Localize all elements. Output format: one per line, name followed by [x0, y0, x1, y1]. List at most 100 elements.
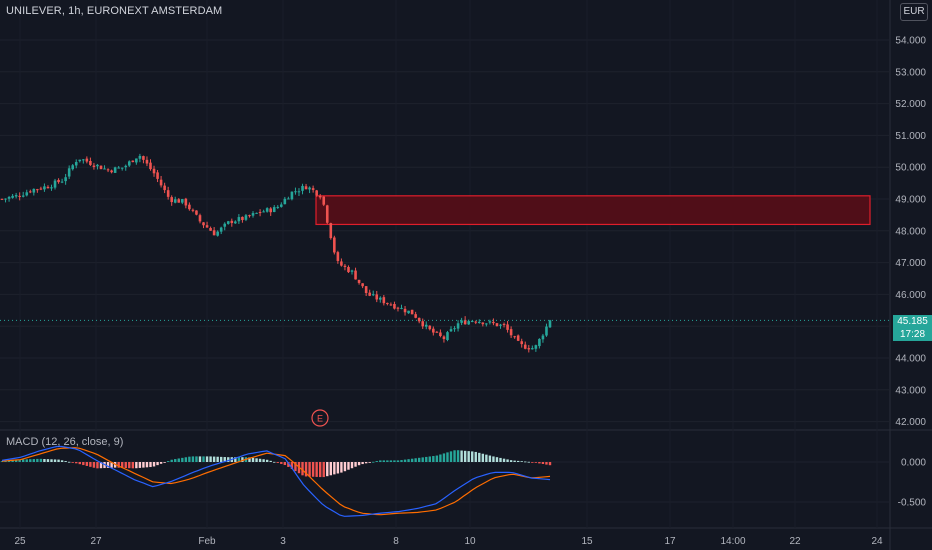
candle-body [241, 216, 244, 221]
macd-histogram-bar [545, 462, 548, 465]
macd-histogram-bar [343, 462, 347, 472]
macd-histogram-bar [311, 462, 315, 477]
macd-histogram-bar [516, 460, 520, 462]
y-tick-label: 50.000 [895, 163, 926, 174]
candle-body [311, 188, 315, 190]
candle-body [78, 159, 82, 162]
candle-body [432, 328, 435, 333]
candle-body [195, 210, 198, 215]
candle-body [502, 323, 506, 325]
macd-histogram-bar [509, 460, 513, 462]
macd-histogram-bar [67, 461, 71, 463]
x-tick-label: Feb [198, 536, 216, 547]
candle-body [173, 199, 177, 203]
macd-histogram-bar [432, 456, 435, 462]
macd-histogram-bar [184, 457, 188, 462]
candle-body [407, 310, 410, 314]
candle-body [520, 341, 524, 345]
x-tick-label: 25 [14, 536, 26, 547]
candle-body [516, 335, 520, 341]
candle-body [50, 187, 53, 189]
macd-histogram-bar [541, 462, 545, 465]
macd-histogram-bar [85, 462, 89, 466]
candle-body [414, 314, 417, 318]
x-tick-label: 15 [581, 536, 593, 547]
macd-histogram-bar [25, 459, 28, 462]
macd-histogram-bar [386, 460, 389, 462]
macd-histogram-bar [36, 458, 39, 462]
currency-button[interactable]: EUR [900, 3, 928, 21]
candle-body [177, 199, 181, 203]
macd-histogram-bar [340, 462, 343, 473]
macd-histogram-bar [318, 462, 322, 478]
candle-body [492, 321, 495, 324]
candle-body [538, 338, 541, 347]
candle-body [439, 332, 442, 337]
candle-body [485, 323, 488, 325]
candle-body [74, 162, 78, 166]
macd-histogram-bar [22, 459, 25, 462]
candle-body [318, 195, 322, 198]
candle-body [103, 168, 106, 170]
macd-histogram-bar [212, 456, 216, 462]
macd-histogram-bar [333, 462, 336, 475]
candle-body [357, 279, 361, 283]
candle-body [467, 321, 470, 325]
candle-body [488, 321, 492, 323]
candle-body [389, 304, 393, 306]
macd-histogram-bar [195, 456, 198, 462]
macd-histogram-bar [499, 457, 502, 462]
macd-histogram-bar [467, 451, 470, 462]
candle-body [308, 187, 311, 190]
macd-indicator-label[interactable]: MACD (12, 26, close, 9) [6, 436, 124, 448]
candle-body [442, 336, 446, 340]
earnings-marker [311, 409, 329, 427]
macd-histogram-bar [39, 458, 43, 462]
macd-histogram-bar [488, 455, 492, 462]
macd-histogram-bar [170, 459, 173, 462]
macd-histogram-bar [425, 456, 428, 462]
candle-body [89, 161, 92, 165]
macd-histogram-bar [485, 454, 488, 462]
candle-body [4, 198, 7, 200]
y-tick-label: 43.000 [895, 385, 926, 396]
candle-body [276, 206, 280, 208]
macd-histogram-bar [527, 461, 530, 463]
candle-body [53, 180, 57, 188]
candle-body [67, 168, 71, 177]
macd-histogram-bar [29, 459, 32, 462]
candle-body [60, 181, 64, 183]
macd-histogram-bar [202, 456, 205, 462]
candle-body [57, 179, 60, 183]
macd-histogram-bar [75, 462, 78, 464]
macd-histogram-bar [50, 459, 53, 462]
resistance-zone [315, 195, 871, 226]
macd-histogram-bar [280, 462, 283, 464]
macd-y-tick-label: -0.500 [898, 498, 927, 509]
candle-body [202, 222, 205, 226]
macd-histogram-bar [492, 456, 495, 462]
macd-histogram-bar [421, 457, 424, 462]
candle-body [506, 324, 509, 330]
macd-y-tick-label: 0.000 [901, 458, 926, 469]
candle-body [124, 165, 128, 168]
x-tick-label: 24 [871, 536, 883, 547]
macd-histogram-bar [301, 462, 304, 476]
candle-body [96, 164, 99, 167]
macd-histogram-bar [124, 462, 127, 469]
macd-histogram-bar [227, 457, 230, 462]
candle-body [287, 198, 290, 200]
macd-histogram-bar [474, 451, 477, 462]
macd-histogram-bar [163, 462, 166, 463]
candle-body [548, 320, 552, 328]
candle-body [375, 294, 379, 300]
candle-body [272, 207, 276, 213]
macd-histogram-bar [138, 462, 142, 468]
macd-histogram-bar [361, 462, 364, 465]
candle-body [364, 286, 368, 294]
macd-histogram-bar [18, 459, 21, 462]
macd-histogram-bar [403, 459, 407, 462]
x-tick-label: 8 [393, 536, 399, 547]
candle-body [212, 230, 216, 236]
